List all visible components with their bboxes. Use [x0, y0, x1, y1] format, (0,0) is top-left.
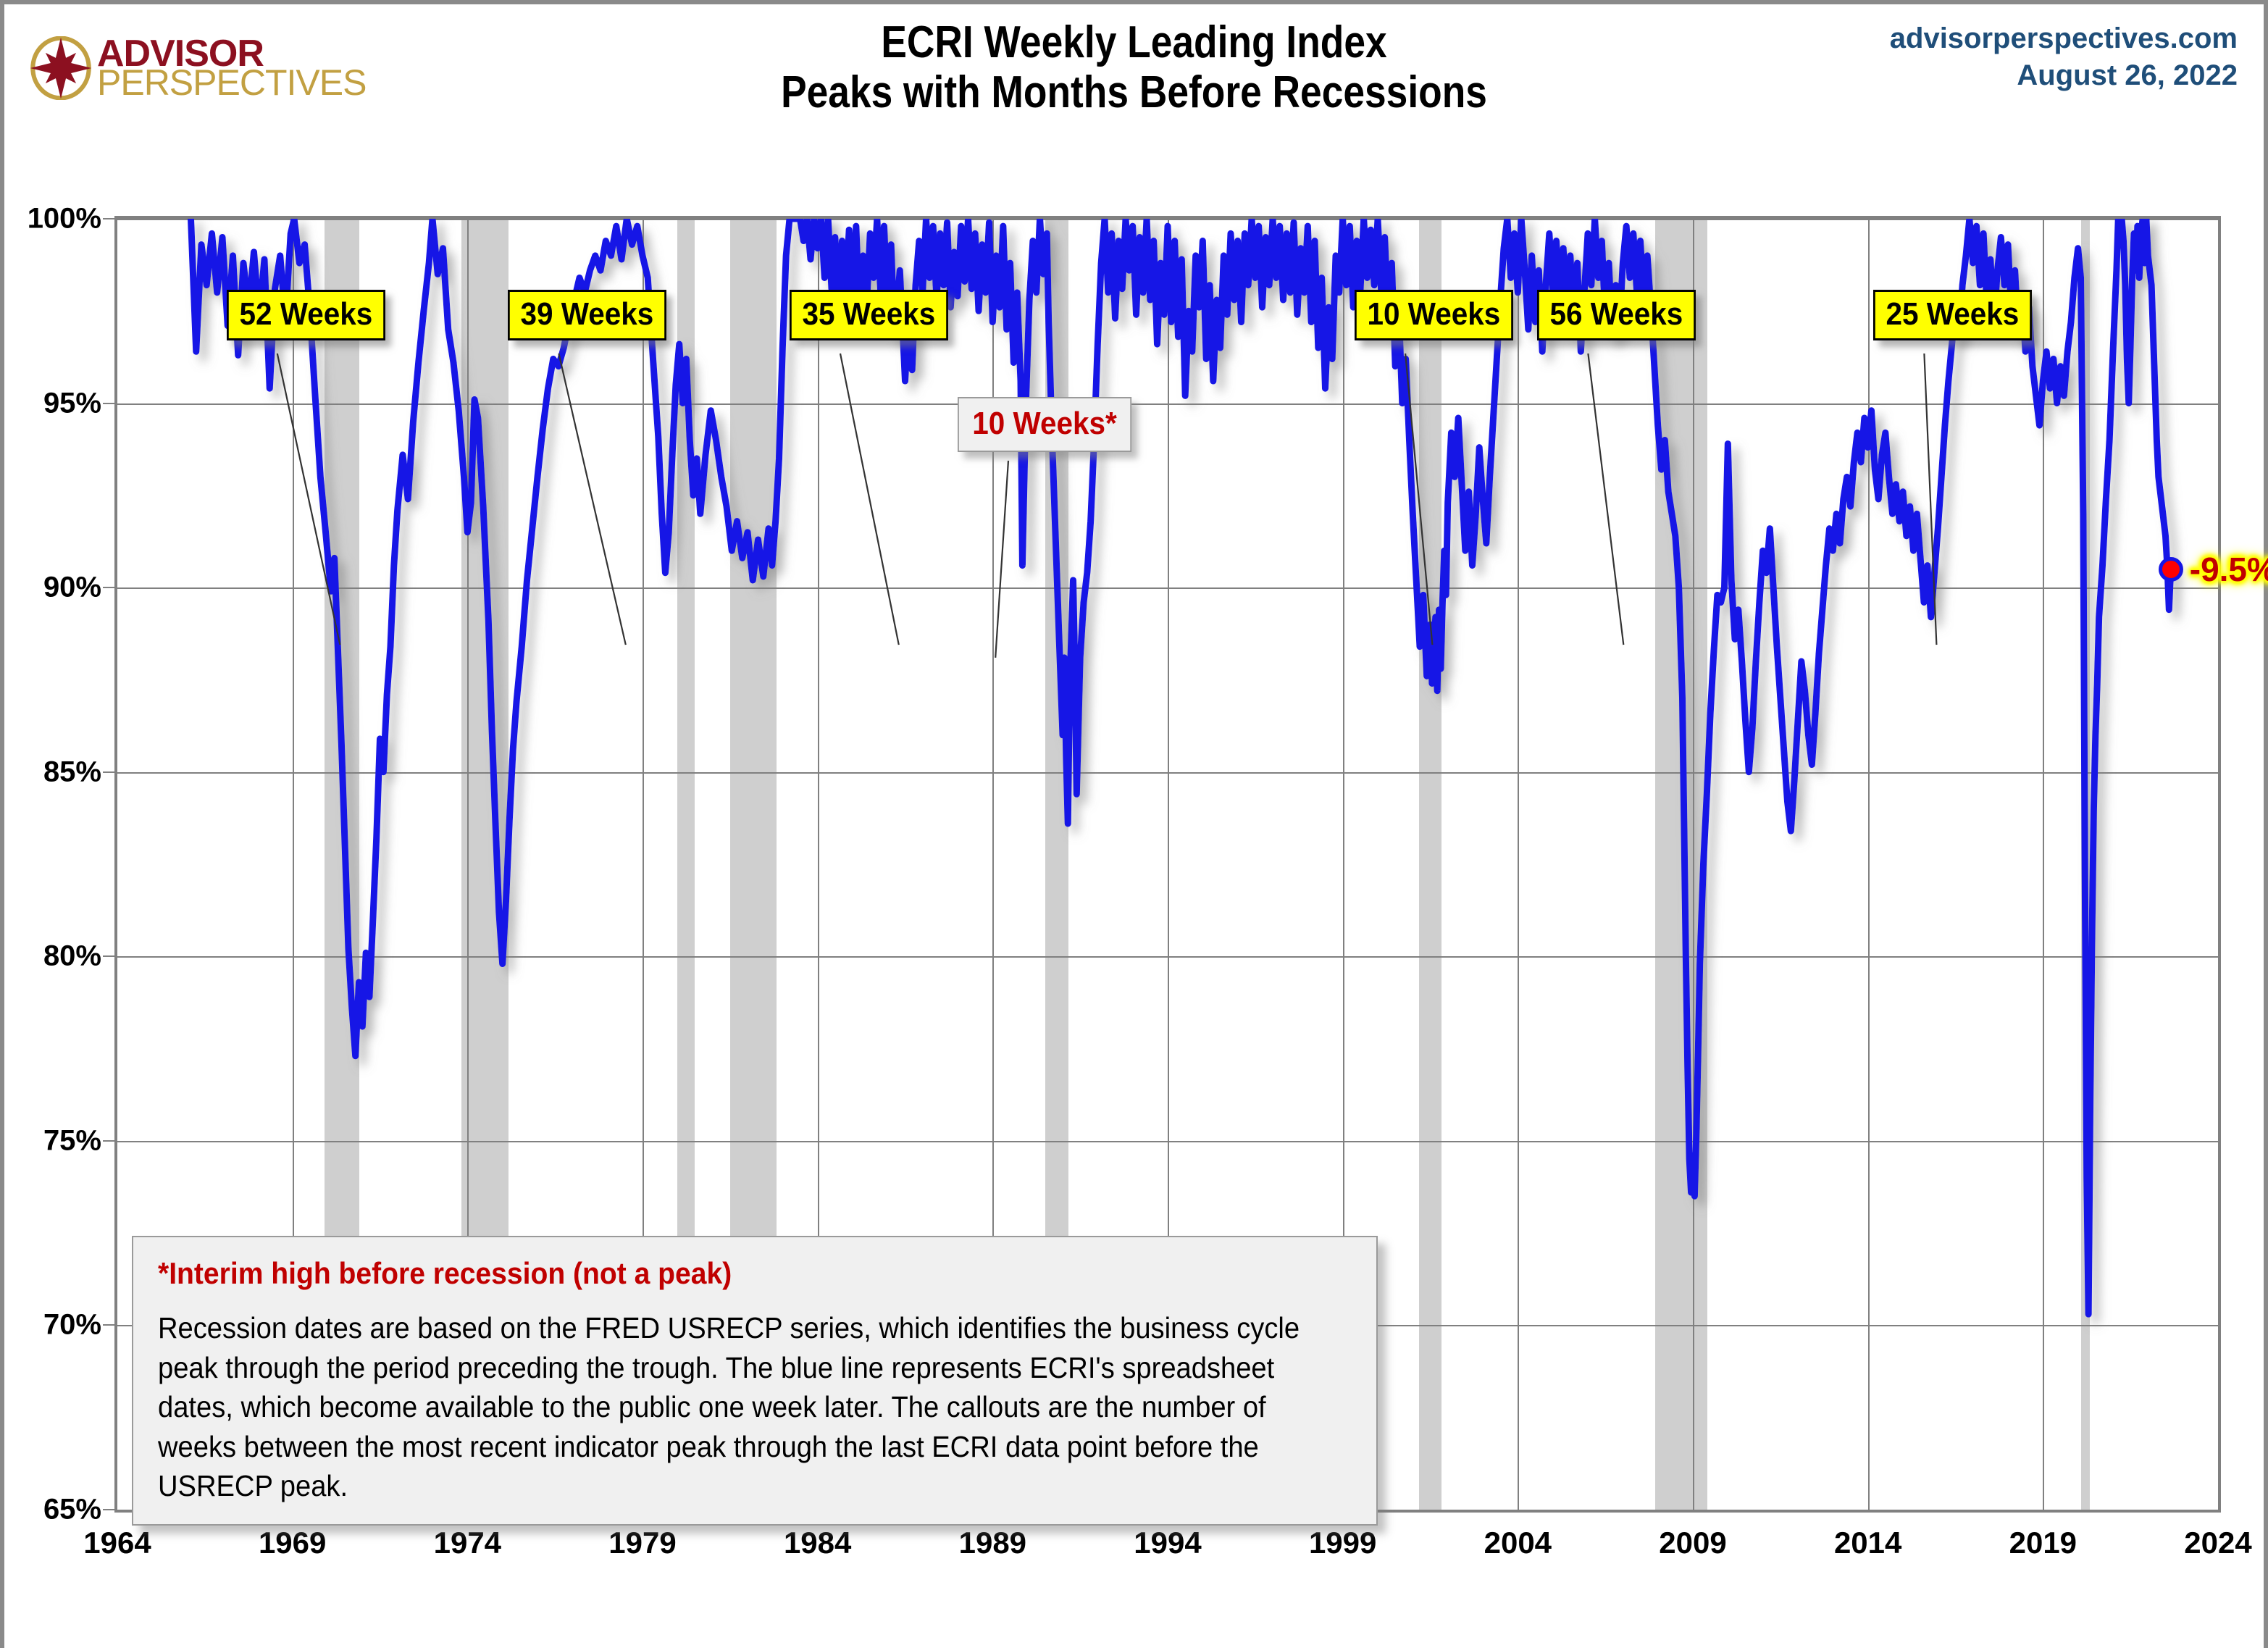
x-axis-tick-label: 1984 [783, 1526, 852, 1560]
y-axis-tick-mark [103, 1324, 114, 1326]
footnote-box: *Interim high before recession (not a pe… [132, 1236, 1378, 1526]
x-axis: 1964 1969 1974 1979 1984 1989 1994 1999 2004 2009… [83, 1526, 2251, 1584]
chart-title-line-2: Peaks with Months Before Recessions [781, 67, 1487, 118]
x-axis-tick-label: 1999 [1308, 1526, 1377, 1560]
x-axis-tick-label: 2009 [1659, 1526, 1727, 1560]
y-axis-tick-mark [103, 402, 114, 404]
chart-title-line-1: ECRI Weekly Leading Index [881, 17, 1387, 67]
y-axis-tick-mark [103, 1509, 114, 1510]
callout-2: 39 Weeks [508, 290, 667, 340]
x-axis-tick-label: 1989 [958, 1526, 1027, 1560]
x-axis-tick-label: 1974 [433, 1526, 502, 1560]
last-value-marker [2158, 556, 2183, 582]
gridline-vertical [1342, 219, 1344, 1510]
x-axis-tick-label: 2024 [2184, 1526, 2252, 1560]
x-axis-tick-label: 2004 [1484, 1526, 1552, 1560]
footnote-body: Recession dates are based on the FRED US… [158, 1311, 1300, 1503]
y-axis-tick-label: 100% [27, 202, 101, 235]
callout-1: 52 Weeks [226, 290, 385, 340]
x-axis-tick-label: 1979 [608, 1526, 677, 1560]
x-axis-tick-label: 1964 [83, 1526, 151, 1560]
callout-6: 56 Weeks [1537, 290, 1696, 340]
recession-band [1654, 219, 1708, 1510]
callout-4: 10 Weeks* [958, 396, 1132, 452]
y-axis-tick-mark [103, 587, 114, 589]
logo-perspectives-text: PERSPECTIVES [97, 62, 367, 103]
gridline-vertical [292, 219, 294, 1510]
y-axis-tick-label: 70% [43, 1308, 101, 1341]
y-axis-tick-label: 75% [43, 1124, 101, 1157]
y-axis-tick-mark [103, 218, 114, 219]
gridline-vertical [1518, 219, 1520, 1510]
x-axis-tick-label: 1969 [258, 1526, 327, 1560]
gridline-vertical [643, 219, 644, 1510]
series-layer [188, 219, 2175, 1318]
y-axis: 65% 70% 75% 80% 85% 90% 95% 100% [4, 203, 114, 1526]
gridline-vertical [2043, 219, 2045, 1510]
gridline-vertical [1867, 219, 1870, 1510]
callout-7: 25 Weeks [1873, 290, 2033, 340]
gridline-vertical [1693, 219, 1694, 1510]
gridline-vertical [1168, 219, 1169, 1510]
y-axis-tick-label: 90% [43, 571, 101, 603]
logo-advisor-text: ADVISOR [97, 33, 264, 75]
series-line [188, 219, 2175, 1318]
y-axis-tick-mark [103, 1139, 114, 1142]
gridline-vertical [817, 219, 819, 1510]
y-axis-tick-label: 95% [43, 387, 101, 419]
compass-rose-icon [30, 36, 92, 100]
y-axis-tick-label: 80% [43, 940, 101, 972]
x-axis-tick-label: 2019 [2009, 1526, 2077, 1560]
source-meta-block: advisorperspectives.com August 26, 2022 [1890, 20, 2238, 94]
x-axis-tick-label: 2014 [1833, 1526, 1902, 1560]
website-link[interactable]: advisorperspectives.com [1889, 22, 2238, 54]
y-axis-tick-mark [103, 955, 114, 958]
gridline-vertical [467, 219, 469, 1510]
advisor-perspectives-logo: ADVISOR PERSPECTIVES [29, 26, 367, 110]
callout-3: 35 Weeks [790, 290, 948, 340]
y-axis-tick-mark [103, 771, 114, 773]
last-value-label: -9.5% [2189, 550, 2268, 588]
callout-5: 10 Weeks [1355, 290, 1513, 340]
y-axis-tick-label: 85% [43, 756, 101, 788]
gridline-vertical [992, 219, 995, 1510]
x-axis-tick-label: 1994 [1134, 1526, 1202, 1560]
y-axis-tick-label: 65% [43, 1493, 101, 1526]
publication-date: August 26, 2022 [2017, 59, 2238, 92]
footnote-title: *Interim high before recession (not a pe… [158, 1256, 732, 1290]
